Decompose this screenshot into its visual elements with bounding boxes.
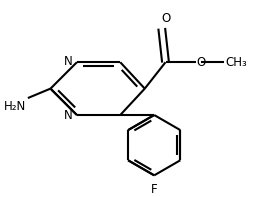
Text: F: F (151, 183, 158, 196)
Text: H₂N: H₂N (4, 100, 26, 113)
Text: CH₃: CH₃ (225, 56, 247, 69)
Text: O: O (161, 11, 170, 24)
Text: N: N (63, 55, 72, 68)
Text: N: N (63, 110, 72, 123)
Text: O: O (197, 56, 206, 69)
